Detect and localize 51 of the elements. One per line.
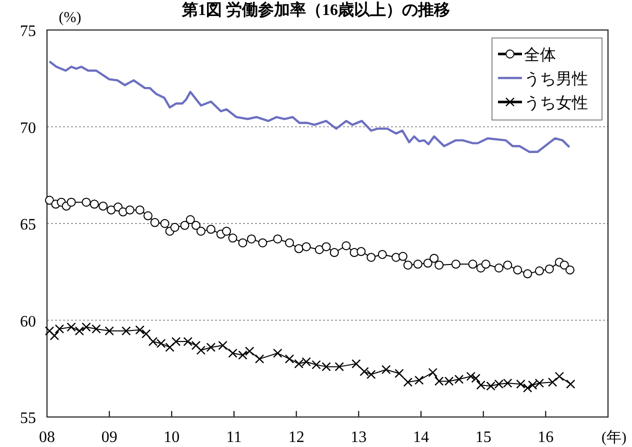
point bbox=[66, 322, 76, 332]
legend-label: 全体 bbox=[524, 47, 556, 64]
point bbox=[191, 340, 201, 350]
y-tick-label: 65 bbox=[20, 216, 36, 234]
point bbox=[394, 368, 404, 378]
point bbox=[218, 340, 228, 350]
x-tick-label: 11 bbox=[226, 429, 242, 446]
point bbox=[403, 378, 413, 387]
y-tick-label: 55 bbox=[20, 410, 36, 427]
y-tick-label: 60 bbox=[20, 313, 36, 330]
point bbox=[273, 348, 282, 358]
point bbox=[548, 378, 558, 387]
point bbox=[104, 326, 114, 336]
point bbox=[566, 380, 576, 389]
point bbox=[171, 336, 181, 346]
x-tick-label: 10 bbox=[164, 429, 180, 446]
point bbox=[428, 368, 438, 378]
point bbox=[471, 374, 480, 383]
point bbox=[165, 342, 174, 352]
x-tick-label: 08 bbox=[39, 429, 55, 446]
y-tick-label: 70 bbox=[20, 120, 36, 137]
x-tick-label: 14 bbox=[413, 429, 429, 446]
x-axis-title: (年) bbox=[602, 429, 626, 446]
y-axis-title: (%) bbox=[58, 10, 82, 26]
point bbox=[74, 326, 84, 336]
point bbox=[244, 346, 254, 356]
x-tick-label: 12 bbox=[288, 429, 304, 446]
point bbox=[554, 372, 564, 381]
point bbox=[284, 354, 294, 364]
point bbox=[183, 336, 192, 346]
x-tick-label: 16 bbox=[538, 429, 554, 446]
x-tick-label: 13 bbox=[350, 429, 367, 446]
point bbox=[334, 362, 344, 372]
y-tick-label: 75 bbox=[20, 23, 36, 40]
chart-title: 第1図 労働参加率（16歳以上）の推移 bbox=[181, 0, 450, 19]
point bbox=[381, 364, 391, 374]
point bbox=[516, 380, 526, 389]
point bbox=[206, 342, 216, 352]
point bbox=[196, 346, 206, 355]
x-tick-label: 15 bbox=[475, 429, 492, 446]
point bbox=[466, 372, 476, 381]
point bbox=[414, 376, 424, 385]
legend-label: うち男性 bbox=[524, 71, 588, 88]
x-tick-label: 09 bbox=[101, 429, 118, 446]
point bbox=[352, 359, 361, 368]
point bbox=[142, 329, 151, 338]
point bbox=[122, 326, 131, 336]
point bbox=[522, 383, 532, 393]
point bbox=[254, 354, 264, 364]
point bbox=[135, 325, 144, 335]
legend-label: うち女性 bbox=[524, 95, 588, 112]
